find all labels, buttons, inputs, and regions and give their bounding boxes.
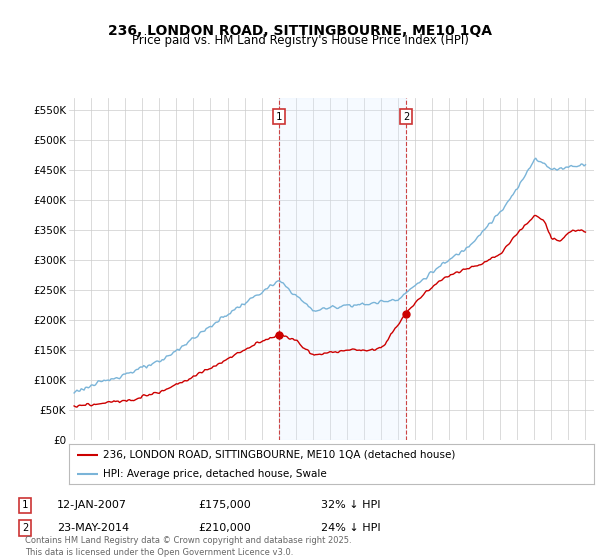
Text: 12-JAN-2007: 12-JAN-2007 [57,500,127,510]
Text: £175,000: £175,000 [198,500,251,510]
Text: 1: 1 [22,500,28,510]
Text: 24% ↓ HPI: 24% ↓ HPI [321,523,380,533]
Text: Price paid vs. HM Land Registry's House Price Index (HPI): Price paid vs. HM Land Registry's House … [131,34,469,47]
Text: 2: 2 [403,112,409,122]
Text: Contains HM Land Registry data © Crown copyright and database right 2025.
This d: Contains HM Land Registry data © Crown c… [25,536,352,557]
Text: 23-MAY-2014: 23-MAY-2014 [57,523,129,533]
Bar [279,98,406,440]
Text: 2: 2 [22,523,28,533]
Text: 236, LONDON ROAD, SITTINGBOURNE, ME10 1QA (detached house): 236, LONDON ROAD, SITTINGBOURNE, ME10 1Q… [103,450,455,460]
Text: 236, LONDON ROAD, SITTINGBOURNE, ME10 1QA: 236, LONDON ROAD, SITTINGBOURNE, ME10 1Q… [108,24,492,38]
Text: HPI: Average price, detached house, Swale: HPI: Average price, detached house, Swal… [103,469,327,478]
Text: £210,000: £210,000 [198,523,251,533]
Text: 32% ↓ HPI: 32% ↓ HPI [321,500,380,510]
Text: 1: 1 [276,112,283,122]
